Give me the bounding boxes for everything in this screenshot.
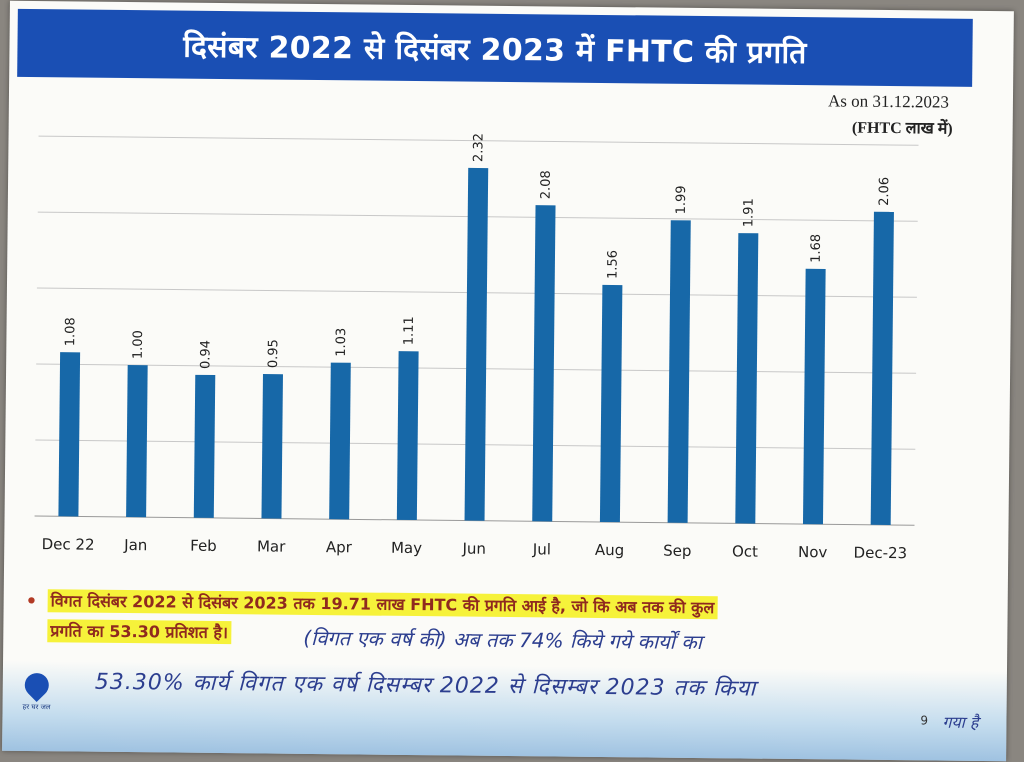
x-tick-label: Jan <box>123 536 147 554</box>
x-tick-label: Sep <box>663 542 691 560</box>
logo-text: हर घर जल <box>22 702 51 712</box>
bar-apr <box>329 362 351 520</box>
page-number: 9 <box>920 713 929 728</box>
handwritten-line-3: गया है <box>942 712 979 732</box>
bar-aug <box>599 284 623 523</box>
data-label: 2.32 <box>471 133 486 162</box>
x-tick-label: Jun <box>461 540 486 558</box>
data-label: 1.08 <box>63 317 78 346</box>
bar-jan <box>126 365 148 518</box>
data-label: 1.91 <box>741 198 756 227</box>
bullet-icon: • <box>25 590 38 613</box>
bar-nov <box>802 268 826 525</box>
x-tick-label: Oct <box>732 542 758 560</box>
data-label: 2.06 <box>877 177 892 206</box>
x-tick-label: Mar <box>257 537 286 555</box>
x-tick-label: May <box>391 539 422 557</box>
data-label: 1.99 <box>674 185 689 214</box>
bar-feb <box>193 374 216 518</box>
bar-dec-22 <box>58 352 81 517</box>
data-label: 1.68 <box>809 234 824 263</box>
bar-mar <box>261 374 283 519</box>
bar-may <box>396 351 419 521</box>
data-label: 2.08 <box>539 170 554 199</box>
note-line-2: प्रगति का 53.30 प्रतिशत है। <box>47 619 232 645</box>
bar-dec-23 <box>870 211 894 526</box>
slide-title: दिसंबर 2022 से दिसंबर 2023 में FHTC की प… <box>183 29 807 71</box>
data-label: 1.03 <box>334 328 349 357</box>
data-label: 1.11 <box>402 316 417 345</box>
jal-jeevan-logo: हर घर जल <box>16 668 57 727</box>
x-tick-label: Feb <box>190 537 217 555</box>
x-tick-label: Apr <box>326 538 353 556</box>
bar-chart: 1.08 Dec 22 1.00 Jan 0.94 Feb 0.95 Mar 1.03 Apr 1.… <box>34 133 919 563</box>
bar-jul <box>532 205 556 522</box>
data-label: 1.00 <box>131 330 146 359</box>
x-tick-label: Nov <box>798 543 828 561</box>
x-tick-label: Jul <box>532 540 551 558</box>
note-line-1: विगत दिसंबर 2022 से दिसंबर 2023 तक 19.71… <box>47 589 718 620</box>
x-tick-label: Dec-23 <box>854 544 908 563</box>
bar-sep <box>667 220 691 523</box>
bar-jun <box>464 167 489 521</box>
handwritten-line-1: (विगत एक वर्ष की) अब तक 74% किये गये कार… <box>303 625 702 655</box>
x-tick-label: Aug <box>595 541 624 559</box>
bar-oct <box>735 233 759 524</box>
title-bar: दिसंबर 2022 से दिसंबर 2023 में FHTC की प… <box>17 8 973 87</box>
data-label: 1.56 <box>605 250 620 279</box>
data-label: 0.95 <box>266 339 281 368</box>
data-label: 0.94 <box>198 340 213 369</box>
gridline <box>38 135 919 146</box>
as-on-date: As on 31.12.2023 <box>827 91 950 112</box>
water-drop-icon <box>19 668 54 703</box>
x-tick-label: Dec 22 <box>42 535 95 554</box>
